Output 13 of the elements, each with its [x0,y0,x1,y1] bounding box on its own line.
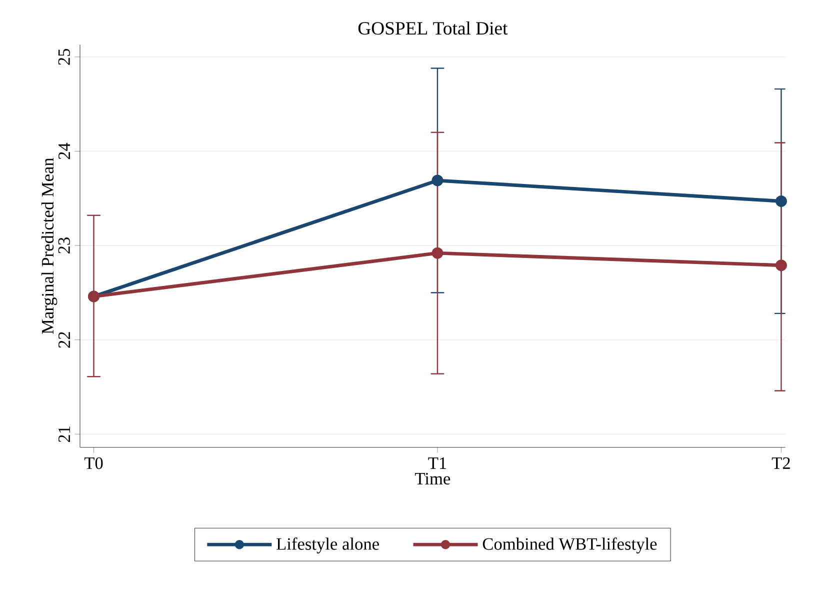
legend-label: Combined WBT-lifestyle [482,537,657,554]
x-tick-label: T2 [772,457,790,469]
y-tick-label: 25 [58,48,70,65]
y-tick-label: 22 [58,332,70,348]
x-tick-label: T0 [84,457,103,470]
x-axis-title: Time [415,472,450,485]
y-tick-label: 21 [58,426,70,442]
y-tick-label: 23 [58,238,70,254]
y-tick-label: 24 [58,142,70,160]
chart-title: GOSPEL Total Diet [358,21,508,35]
legend-label: Lifestyle alone [276,537,379,554]
y-axis-title: Marginal Predicted Mean [41,158,58,334]
x-tick-label: T1 [428,457,446,469]
